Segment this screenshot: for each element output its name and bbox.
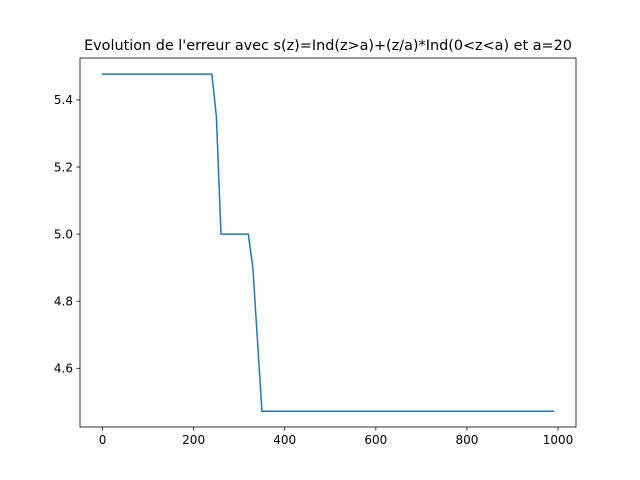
x-tick-label: 600 — [364, 433, 387, 447]
y-tick-label: 4.6 — [54, 362, 73, 376]
y-tick-label: 5.4 — [54, 93, 73, 107]
x-tick-label: 400 — [273, 433, 296, 447]
series-line-0 — [101, 73, 555, 412]
x-tick-label: 0 — [99, 433, 107, 447]
chart-title: Evolution de l'erreur avec s(z)=Ind(z>a)… — [84, 38, 572, 54]
x-tick-label: 1000 — [543, 433, 574, 447]
plot-area: 0 200 400 600 800 1000 4.6 4.8 5.0 5.2 5.4 — [54, 57, 577, 447]
axes-frame — [79, 57, 577, 428]
y-tick-label: 5.2 — [54, 160, 73, 174]
y-tick-label: 5.0 — [54, 227, 73, 241]
x-tick-label: 200 — [182, 433, 205, 447]
y-tick-label: 4.8 — [54, 295, 73, 309]
x-tick-label: 800 — [455, 433, 478, 447]
